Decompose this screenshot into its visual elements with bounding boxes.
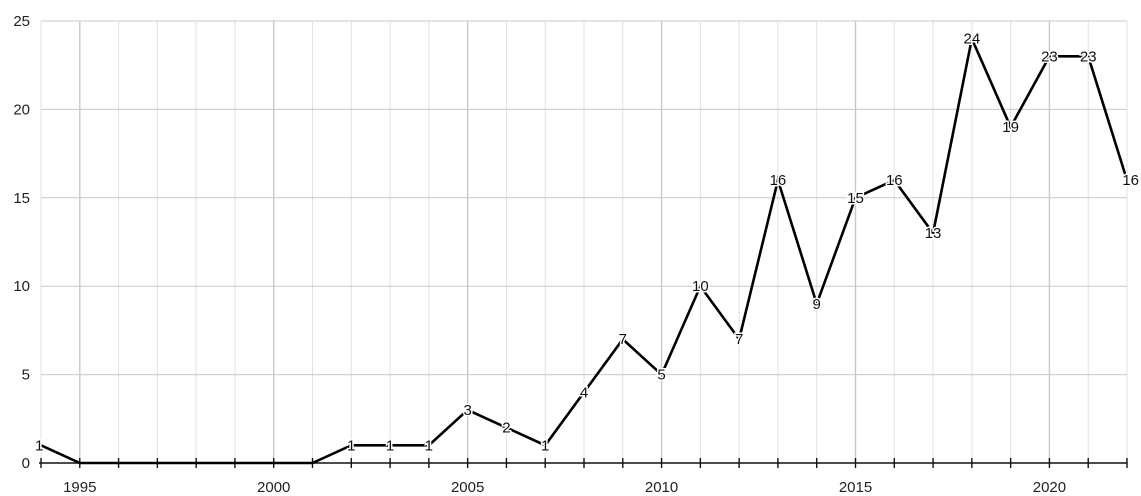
series-group	[40, 34, 1129, 465]
x-axis-tick-labels: 1995 2000 2005 2010 2015 2020	[63, 479, 1066, 496]
y-tick-label: 5	[22, 367, 30, 384]
data-label: 13	[925, 225, 942, 242]
x-tick-label: 2000	[257, 479, 290, 496]
data-label: 16	[886, 172, 903, 189]
data-label: 7	[619, 331, 627, 348]
y-tick-label: 15	[13, 190, 30, 207]
series-line	[40, 34, 1129, 465]
data-label: 3	[463, 402, 471, 419]
data-label: 7	[735, 331, 743, 348]
data-label: 23	[1041, 48, 1058, 65]
data-label: 1	[541, 437, 549, 454]
x-tick-label: 2005	[451, 479, 484, 496]
data-label: 1	[425, 437, 433, 454]
data-label: 5	[657, 367, 665, 384]
grid-lines	[40, 20, 1128, 463]
axes	[39, 458, 1128, 468]
data-label: 16	[770, 172, 787, 189]
data-label: 1	[386, 437, 394, 454]
data-label: 16	[1122, 172, 1139, 189]
data-label: 9	[813, 296, 821, 313]
x-tick-label: 1995	[63, 479, 96, 496]
x-tick-label: 2015	[839, 479, 872, 496]
data-label: 4	[580, 384, 588, 401]
y-axis-tick-labels: 0 5 10 15 20 25	[13, 13, 30, 472]
data-label: 24	[964, 31, 981, 48]
data-label: 15	[847, 190, 864, 207]
y-tick-label: 25	[13, 13, 30, 30]
x-tick-label: 2020	[1033, 479, 1066, 496]
data-label: 1	[35, 437, 43, 454]
data-label: 19	[1002, 119, 1019, 136]
y-tick-label: 10	[13, 278, 30, 295]
data-label: 2	[502, 420, 510, 437]
data-label: 23	[1080, 48, 1097, 65]
data-label: 1	[347, 437, 355, 454]
x-tick-label: 2010	[645, 479, 678, 496]
y-tick-label: 0	[22, 455, 30, 472]
data-label: 10	[692, 278, 709, 295]
y-tick-label: 20	[13, 101, 30, 118]
